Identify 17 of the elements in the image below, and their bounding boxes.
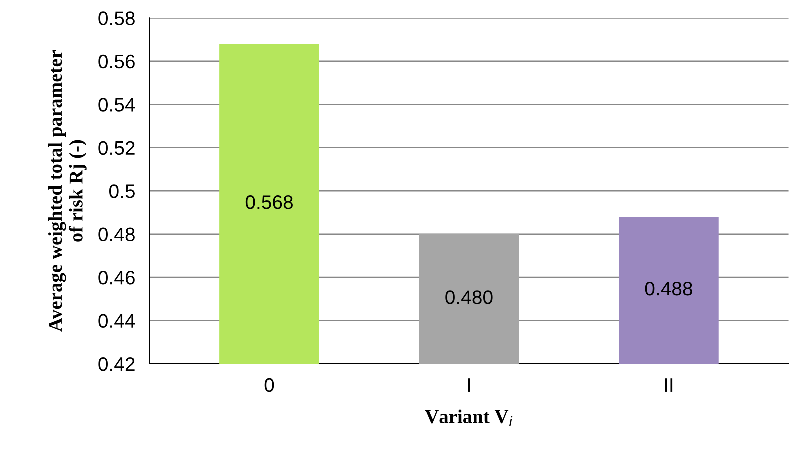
y-tick-label: 0.52 xyxy=(98,141,135,156)
x-tick-label: II xyxy=(665,378,673,392)
x-tick-label: 0 xyxy=(264,378,274,392)
y-tick-label: 0.54 xyxy=(98,98,136,112)
y-tick-label: 0.42 xyxy=(98,357,135,372)
y-tick-label: 0.56 xyxy=(98,54,135,69)
data-label: 0.488 xyxy=(645,282,692,296)
data-label: 0.568 xyxy=(246,196,293,210)
y-axis-title: Average weighted total parameter of risk Rj (-) xyxy=(48,50,87,332)
y-tick-label: 0.58 xyxy=(98,12,135,26)
y-tick-label: 0.5 xyxy=(110,184,135,198)
y-tick-label: 0.44 xyxy=(98,314,136,328)
x-tick-label: I xyxy=(468,378,470,392)
x-axis-title: Variant V$_{i}$ xyxy=(425,410,513,426)
y-tick-label: 0.46 xyxy=(98,271,135,285)
data-label: 0.480 xyxy=(446,290,493,304)
y-tick-label: 0.48 xyxy=(98,228,135,242)
